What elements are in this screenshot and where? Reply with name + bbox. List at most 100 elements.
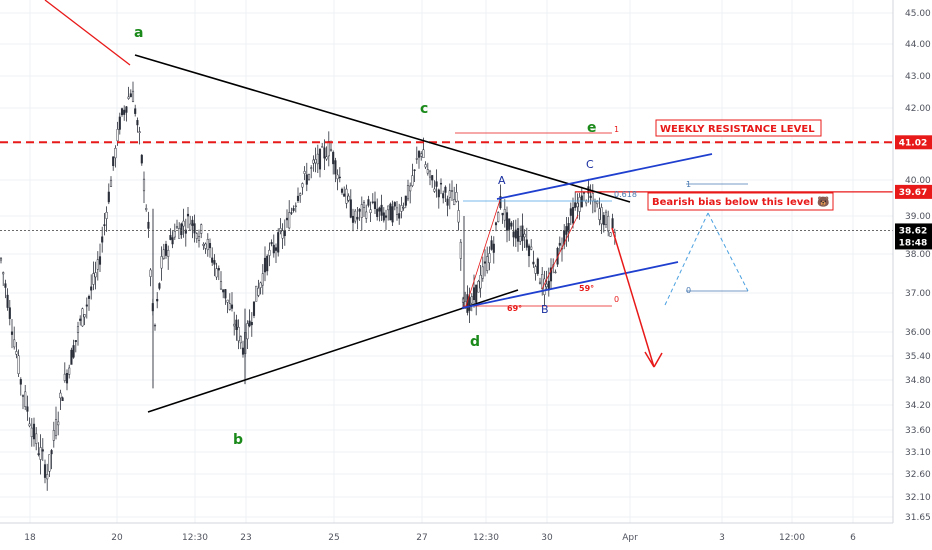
x-tick-label: 12:30 bbox=[473, 533, 499, 543]
candle-body-166 bbox=[365, 211, 368, 219]
candle-body-222 bbox=[488, 253, 491, 264]
candle-body-275 bbox=[604, 211, 608, 225]
candle-body-273 bbox=[600, 207, 603, 225]
candle-body-64 bbox=[140, 154, 143, 164]
candle-body-187 bbox=[411, 175, 414, 186]
projection-dash-2 bbox=[707, 212, 749, 292]
candle-body-126 bbox=[277, 232, 280, 253]
candle-body-83 bbox=[182, 220, 185, 227]
candle-body-160 bbox=[351, 215, 355, 223]
candle-body-62 bbox=[136, 120, 139, 126]
x-tick-label: 12:00 bbox=[779, 533, 805, 543]
candle-body-174 bbox=[382, 212, 385, 221]
candle-body-173 bbox=[380, 204, 383, 216]
candle-body-218 bbox=[479, 274, 482, 289]
candle-body-204 bbox=[448, 190, 451, 198]
candle-body-191 bbox=[420, 153, 423, 157]
candle-body-221 bbox=[486, 256, 489, 271]
candle-body-199 bbox=[437, 189, 440, 198]
candle-body-192 bbox=[422, 149, 425, 158]
candle-body-29 bbox=[63, 373, 66, 381]
candle-body-25 bbox=[54, 419, 58, 436]
candle-body-246 bbox=[541, 274, 544, 289]
price-tag-label-2: 38.62 bbox=[899, 226, 927, 236]
candle-body-241 bbox=[530, 246, 533, 250]
angle-line-d bbox=[465, 199, 501, 307]
candle-body-189 bbox=[415, 158, 418, 160]
candle-body-155 bbox=[340, 188, 344, 193]
candle-body-197 bbox=[433, 188, 436, 192]
bearish-arrow-head-2 bbox=[653, 352, 663, 368]
candle-body-132 bbox=[290, 212, 293, 214]
wave-label-e: e bbox=[587, 120, 597, 136]
candle-body-269 bbox=[591, 193, 594, 202]
candle-body-93 bbox=[204, 243, 207, 249]
candle-body-72 bbox=[158, 283, 161, 289]
candle-body-170 bbox=[373, 201, 377, 209]
candle-body-11 bbox=[24, 391, 27, 407]
projection-label-1: 1 bbox=[686, 180, 691, 189]
candle-body-242 bbox=[532, 261, 535, 265]
candle-body-26 bbox=[57, 421, 60, 426]
candle-body-78 bbox=[171, 237, 174, 245]
fib-label-0618: 0.618 bbox=[614, 190, 637, 199]
candle-body-103 bbox=[226, 299, 229, 303]
candle-body-138 bbox=[303, 171, 306, 174]
y-tick-label: 45.00 bbox=[905, 9, 931, 19]
candle-body-168 bbox=[369, 209, 372, 214]
wave-label-C: C bbox=[586, 158, 594, 171]
candle-body-258 bbox=[567, 223, 570, 232]
candle-body-252 bbox=[554, 271, 557, 274]
candle-body-143 bbox=[314, 159, 317, 164]
candle-body-215 bbox=[472, 287, 476, 301]
grid-lines bbox=[0, 0, 893, 523]
candle-body-86 bbox=[189, 223, 192, 231]
candle-body-148 bbox=[325, 156, 328, 160]
candle-body-171 bbox=[376, 208, 379, 217]
candle-body-43 bbox=[94, 272, 97, 278]
candle-body-268 bbox=[589, 195, 592, 198]
candle-body-127 bbox=[279, 228, 282, 232]
candle-body-230 bbox=[505, 212, 509, 231]
candle-body-63 bbox=[138, 131, 141, 134]
candle-body-97 bbox=[213, 260, 216, 265]
candle-body-135 bbox=[296, 195, 300, 202]
candle-body-112 bbox=[246, 323, 249, 340]
candle-body-120 bbox=[263, 257, 267, 273]
candle-body-110 bbox=[241, 347, 245, 355]
candle-body-264 bbox=[580, 195, 583, 208]
candle-body-254 bbox=[558, 242, 561, 246]
candle-body-10 bbox=[21, 395, 25, 397]
candle-body-134 bbox=[294, 205, 297, 207]
y-tick-label: 31.65 bbox=[905, 513, 931, 523]
candle-body-276 bbox=[607, 215, 610, 232]
candle-body-216 bbox=[475, 284, 478, 303]
candle-body-158 bbox=[347, 195, 350, 201]
candle-body-22 bbox=[48, 454, 51, 472]
candle-body-153 bbox=[336, 174, 339, 180]
candle-body-176 bbox=[387, 205, 390, 211]
x-tick-label: 6 bbox=[850, 533, 856, 543]
candle-body-49 bbox=[107, 191, 110, 203]
candle-body-117 bbox=[257, 287, 260, 296]
candle-body-50 bbox=[109, 179, 113, 187]
candle-body-42 bbox=[92, 273, 95, 285]
candle-body-206 bbox=[453, 199, 456, 206]
wave-label-A: A bbox=[498, 174, 506, 187]
candle-body-77 bbox=[169, 235, 172, 240]
candle-body-250 bbox=[549, 267, 553, 282]
candle-body-232 bbox=[510, 222, 513, 227]
candle-body-33 bbox=[72, 345, 75, 358]
candle-body-185 bbox=[406, 185, 410, 200]
triangle-upper-line bbox=[134, 54, 631, 203]
y-tick-label: 32.60 bbox=[905, 470, 931, 480]
candle-body-6 bbox=[13, 339, 16, 348]
candle-body-21 bbox=[46, 474, 49, 480]
candle-body-237 bbox=[521, 225, 524, 241]
candle-body-217 bbox=[477, 281, 480, 293]
price-tag-1 bbox=[895, 184, 932, 199]
candle-body-41 bbox=[90, 286, 93, 291]
candle-body-182 bbox=[400, 205, 403, 212]
candle-body-99 bbox=[217, 268, 220, 271]
candle-body-184 bbox=[404, 195, 407, 206]
